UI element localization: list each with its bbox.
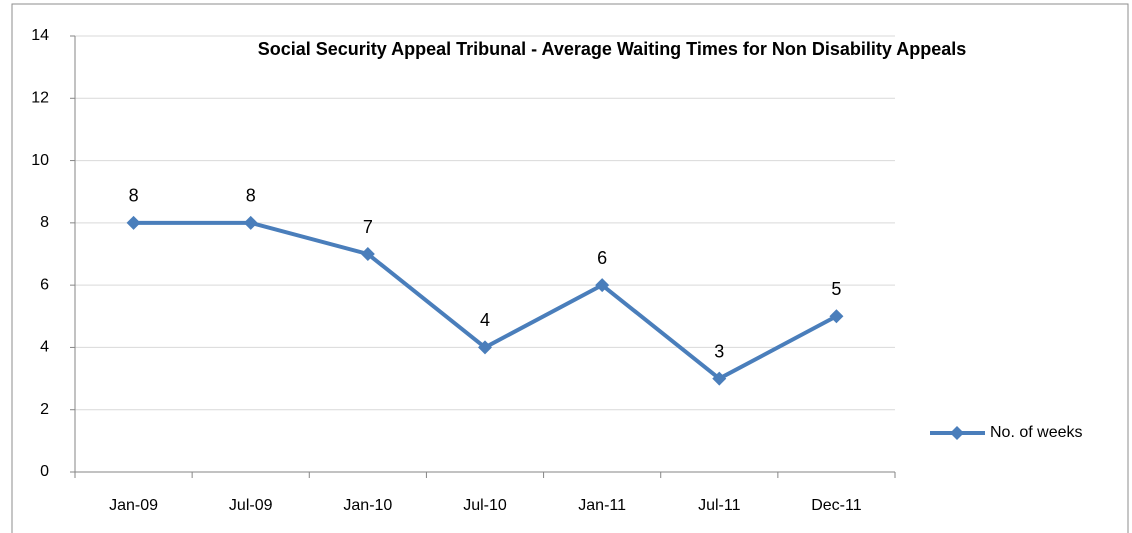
x-tick-label: Jul-11: [698, 497, 740, 514]
x-tick-label: Jul-10: [463, 497, 507, 514]
data-point: [360, 247, 375, 261]
data-label: 8: [129, 186, 139, 206]
data-label: 7: [363, 217, 373, 237]
y-tick-label: 14: [31, 27, 49, 44]
data-point: [712, 371, 727, 386]
legend-marker: [950, 426, 964, 440]
x-tick-label: Jan-10: [343, 497, 392, 514]
y-tick-label: 12: [31, 90, 49, 107]
data-label: 3: [714, 341, 724, 361]
data-label: 5: [831, 279, 841, 299]
data-point: [595, 278, 610, 293]
y-tick-label: 8: [40, 214, 49, 231]
chart-frame: [11, 3, 1129, 533]
data-label: 4: [480, 310, 490, 330]
series-line: [133, 220, 838, 381]
data-point: [243, 215, 258, 230]
x-tick-label: Jan-09: [109, 497, 158, 514]
data-point: [126, 215, 141, 230]
y-tick-label: 4: [40, 339, 49, 356]
y-tick-label: 2: [40, 401, 49, 418]
x-tick-label: Dec-11: [811, 497, 861, 514]
data-point: [829, 309, 844, 324]
legend-label: No. of weeks: [990, 424, 1082, 441]
data-point: [478, 340, 492, 355]
data-label: 8: [246, 186, 256, 206]
x-tick-label: Jul-09: [229, 497, 273, 514]
chart-title: Social Security Appeal Tribunal - Averag…: [258, 39, 967, 59]
y-tick-label: 10: [31, 152, 49, 169]
x-tick-label: Jan-11: [578, 497, 626, 514]
data-label: 6: [597, 248, 607, 268]
y-tick-label: 6: [40, 276, 49, 293]
y-tick-label: 0: [40, 463, 49, 480]
